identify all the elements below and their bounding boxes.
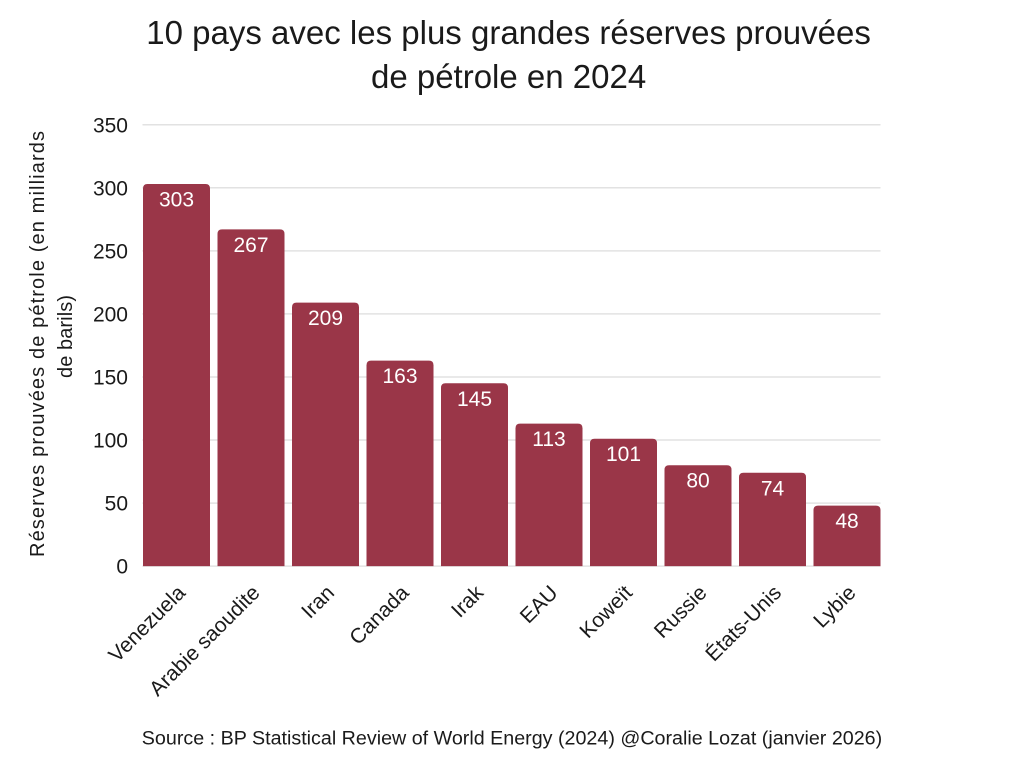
svg-text:350: 350 xyxy=(93,114,128,137)
svg-text:74: 74 xyxy=(761,477,785,500)
svg-text:de barils): de barils) xyxy=(55,295,77,378)
svg-text:250: 250 xyxy=(93,240,128,263)
svg-text:80: 80 xyxy=(686,470,709,493)
svg-text:Réserves prouvées de pétrole (: Réserves prouvées de pétrole (en milliar… xyxy=(27,131,49,557)
svg-text:100: 100 xyxy=(93,430,128,453)
svg-text:267: 267 xyxy=(233,234,268,257)
svg-text:48: 48 xyxy=(835,510,858,533)
svg-text:50: 50 xyxy=(105,493,128,516)
svg-text:Source : BP Statistical Review: Source : BP Statistical Review of World … xyxy=(142,728,882,750)
svg-text:10 pays avec les plus grandes: 10 pays avec les plus grandes réserves p… xyxy=(146,14,871,51)
svg-text:303: 303 xyxy=(159,189,194,212)
svg-text:163: 163 xyxy=(382,365,417,388)
svg-text:300: 300 xyxy=(93,177,128,200)
svg-text:113: 113 xyxy=(532,428,565,451)
svg-text:200: 200 xyxy=(93,303,128,326)
svg-text:145: 145 xyxy=(457,388,492,411)
svg-text:209: 209 xyxy=(308,307,343,330)
svg-text:150: 150 xyxy=(93,367,128,390)
svg-text:de pétrole en 2024: de pétrole en 2024 xyxy=(371,58,646,95)
svg-text:101: 101 xyxy=(606,443,641,466)
svg-text:0: 0 xyxy=(116,556,128,579)
